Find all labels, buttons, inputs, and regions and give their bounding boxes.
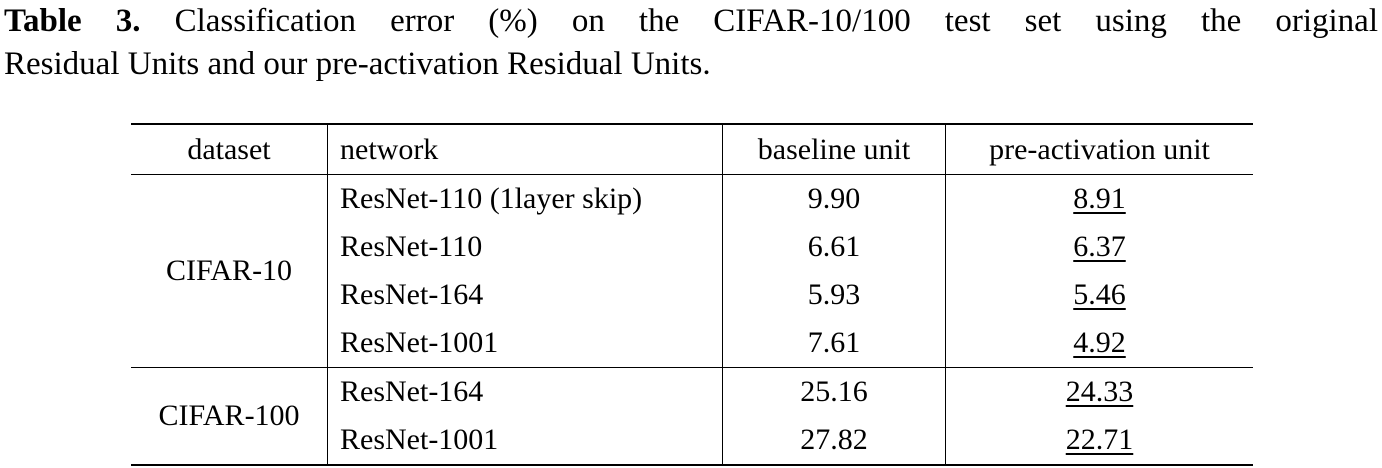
header-preact: pre-activation unit (945, 123, 1253, 175)
caption-line-1: Table 3. Classification error (%) on the… (4, 0, 1378, 43)
header-network: network (327, 123, 723, 175)
caption-text-1: Classification error (%) on the CIFAR-10… (174, 3, 1378, 39)
table-row: CIFAR-100 ResNet-164 25.16 24.33 (131, 367, 1254, 466)
baseline-cell: 5.93 (722, 271, 946, 319)
dataset-cell-cifar100: CIFAR-100 (131, 367, 328, 466)
preact-cell: 6.37 (946, 223, 1254, 271)
preact-value: 24.33 (1065, 375, 1134, 408)
header-row: dataset network baseline unit pre-activa… (131, 123, 1253, 175)
preact-value: 4.92 (1073, 326, 1126, 359)
network-cell: ResNet-110 (1layer skip) (327, 174, 723, 223)
network-cell: ResNet-1001 (327, 319, 723, 368)
table-caption: Table 3. Classification error (%) on the… (4, 0, 1378, 86)
baseline-cell: 9.90 (722, 174, 946, 223)
network-cell: ResNet-164 (327, 367, 723, 416)
caption-label: Table 3. (4, 3, 141, 39)
preact-cell: 4.92 (945, 319, 1253, 368)
table-row: ResNet-1001 27.82 22.71 (131, 416, 1253, 466)
baseline-cell: 7.61 (722, 319, 946, 368)
table-row: ResNet-1001 7.61 4.92 (131, 319, 1253, 368)
table-row: ResNet-110 6.61 6.37 (131, 223, 1253, 271)
preact-value: 6.37 (1073, 230, 1126, 263)
preact-cell: 5.46 (946, 271, 1254, 319)
header-dataset: dataset (131, 123, 328, 175)
baseline-cell: 25.16 (722, 367, 946, 416)
baseline-cell: 27.82 (722, 416, 946, 466)
preact-value: 8.91 (1073, 182, 1126, 215)
table-row: ResNet-164 5.93 5.46 (131, 271, 1253, 319)
header-baseline: baseline unit (722, 123, 946, 175)
network-cell: ResNet-1001 (327, 416, 723, 466)
preact-cell: 22.71 (945, 416, 1253, 466)
caption-text-2: Residual Units and our pre-activation Re… (4, 46, 711, 82)
network-cell: ResNet-110 (327, 223, 723, 271)
network-cell: ResNet-164 (327, 271, 723, 319)
preact-value: 22.71 (1065, 423, 1134, 456)
preact-value: 5.46 (1073, 278, 1126, 311)
table-row: CIFAR-10 ResNet-110 (1layer skip) 9.90 8… (131, 174, 1254, 368)
preact-cell: 8.91 (946, 175, 1254, 224)
baseline-cell: 6.61 (722, 223, 946, 271)
dataset-cell-cifar10: CIFAR-10 (131, 174, 328, 368)
results-table: dataset network baseline unit pre-activa… (131, 123, 1253, 466)
preact-cell: 24.33 (946, 368, 1254, 417)
